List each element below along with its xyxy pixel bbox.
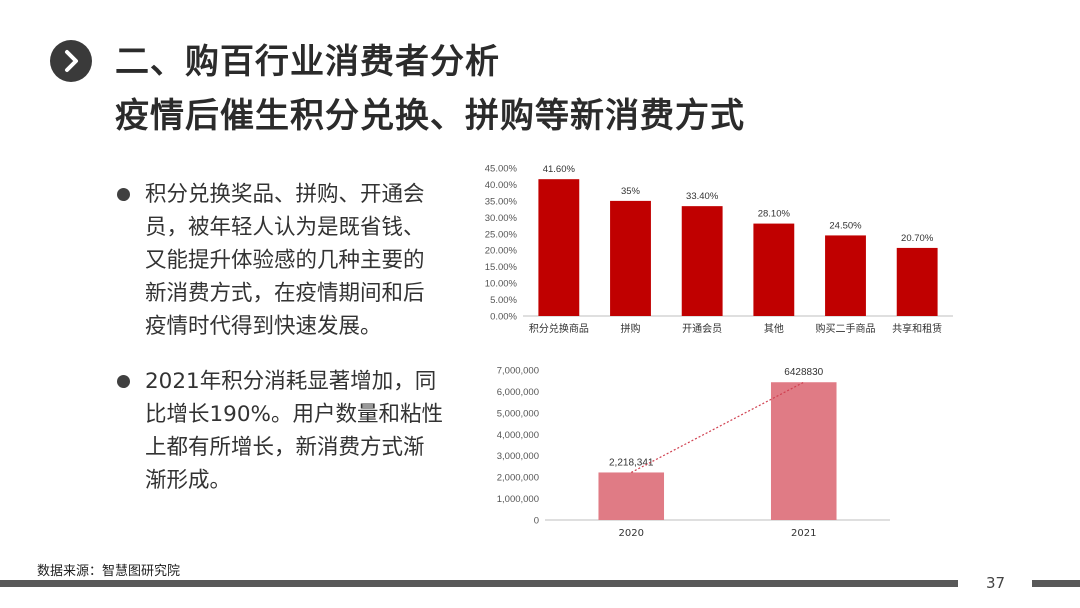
y-tick-label: 25.00% [485, 229, 518, 240]
y-tick-label: 0.00% [490, 312, 517, 323]
y-tick-label: 5,000,000 [497, 408, 539, 419]
bar [753, 223, 795, 316]
y-tick-label: 6,000,000 [497, 387, 539, 398]
bar [770, 382, 837, 520]
x-tick-label: 开通会员 [682, 322, 722, 335]
x-tick-label: 购买二手商品 [816, 322, 876, 335]
slide-title-line1: 二、购百行业消费者分析 [115, 42, 500, 82]
data-label: 28.10% [758, 209, 791, 220]
bar [598, 472, 665, 520]
data-label: 41.60% [543, 164, 576, 175]
x-tick-label: 积分兑换商品 [529, 322, 589, 335]
x-tick-label: 拼购 [621, 322, 641, 335]
x-tick-label: 2021 [791, 528, 816, 539]
bullet-item: 2021年积分消耗显著增加，同比增长190%。用户数量和粘性上都有所增长，新消费… [115, 365, 445, 497]
bar [610, 200, 651, 316]
consumption-methods-bar-chart: 0.00% 5.00% 10.00% 15.00% 20.00% 25.00% 30.00%… [485, 164, 953, 335]
footer-bar-right [1032, 580, 1080, 587]
nav-chevron-button[interactable] [50, 40, 92, 82]
x-tick-label: 2020 [619, 528, 644, 539]
bullet-dot-icon [117, 188, 130, 201]
y-tick-label: 5.00% [490, 295, 517, 306]
y-tick-label: 20.00% [485, 246, 518, 257]
x-tick-label: 共享和租赁 [892, 322, 942, 335]
y-tick-label: 10.00% [485, 279, 518, 290]
y-tick-label: 7,000,000 [497, 366, 539, 377]
bar [825, 235, 866, 316]
y-tick-label: 15.00% [485, 262, 518, 273]
data-label: 2,218,341 [609, 457, 654, 468]
bullet-dot-icon [117, 375, 130, 388]
data-label: 33.40% [686, 191, 719, 202]
y-tick-label: 30.00% [485, 213, 518, 224]
points-consumption-bar-chart: 0 1,000,000 2,000,000 3,000,000 4,000,000 5,0… [497, 366, 890, 539]
chevron-right-icon [65, 50, 78, 72]
bar [896, 247, 938, 316]
y-tick-label: 3,000,000 [497, 451, 539, 462]
bar [538, 179, 580, 316]
x-tick-label: 其他 [764, 322, 784, 335]
bar [681, 206, 723, 316]
footer-bar [0, 580, 958, 587]
bullet-list: 积分兑换奖品、拼购、开通会员，被年轻人认为是既省钱、又能提升体验感的几种主要的新… [115, 178, 445, 519]
data-label: 6428830 [784, 367, 823, 378]
bullet-item: 积分兑换奖品、拼购、开通会员，被年轻人认为是既省钱、又能提升体验感的几种主要的新… [115, 178, 445, 343]
data-label: 20.70% [901, 233, 934, 244]
y-tick-label: 40.00% [485, 180, 518, 191]
y-tick-label: 35.00% [485, 196, 518, 207]
page-number: 37 [986, 574, 1006, 592]
slide-title-line2: 疫情后催生积分兑换、拼购等新消费方式 [115, 96, 745, 136]
trend-line [630, 381, 805, 473]
y-tick-label: 0 [534, 516, 539, 527]
data-label: 35% [621, 186, 641, 197]
y-tick-label: 2,000,000 [497, 473, 539, 484]
data-source-note: 数据来源：智慧图研究院 [37, 564, 181, 579]
y-tick-label: 1,000,000 [497, 494, 539, 505]
data-label: 24.50% [829, 220, 862, 231]
y-tick-label: 4,000,000 [497, 430, 539, 441]
bullet-text: 积分兑换奖品、拼购、开通会员，被年轻人认为是既省钱、又能提升体验感的几种主要的新… [145, 182, 425, 339]
y-tick-label: 45.00% [485, 164, 518, 175]
bullet-text: 2021年积分消耗显著增加，同比增长190%。用户数量和粘性上都有所增长，新消费… [145, 369, 443, 493]
